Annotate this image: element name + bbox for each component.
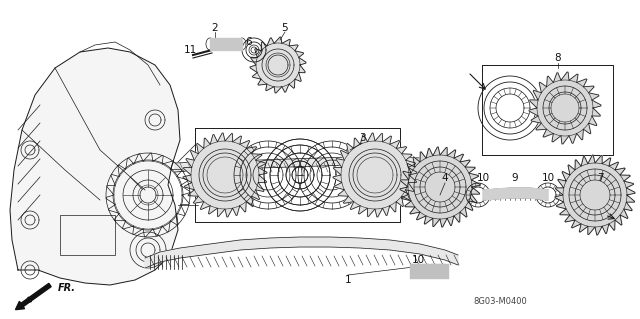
Text: 8G03-M0400: 8G03-M0400 bbox=[473, 298, 527, 307]
Text: 7: 7 bbox=[596, 173, 604, 183]
Polygon shape bbox=[400, 147, 480, 227]
Text: 9: 9 bbox=[512, 173, 518, 183]
Polygon shape bbox=[483, 188, 548, 200]
Polygon shape bbox=[333, 133, 417, 217]
Polygon shape bbox=[10, 48, 180, 285]
Text: 3: 3 bbox=[358, 133, 365, 143]
Polygon shape bbox=[183, 133, 267, 217]
Polygon shape bbox=[250, 37, 306, 93]
Text: 1: 1 bbox=[345, 275, 351, 285]
Polygon shape bbox=[175, 156, 420, 172]
Polygon shape bbox=[529, 72, 601, 144]
Text: 10: 10 bbox=[476, 173, 490, 183]
Polygon shape bbox=[555, 155, 635, 235]
Text: FR.: FR. bbox=[58, 283, 76, 293]
Text: 4: 4 bbox=[442, 173, 448, 183]
Polygon shape bbox=[145, 237, 458, 268]
Text: 10: 10 bbox=[541, 173, 555, 183]
Polygon shape bbox=[210, 38, 242, 50]
Text: 8: 8 bbox=[555, 53, 561, 63]
Bar bbox=[60, 215, 115, 255]
Text: 11: 11 bbox=[184, 45, 196, 55]
Text: 2: 2 bbox=[212, 23, 218, 33]
Polygon shape bbox=[410, 264, 448, 278]
Text: 10: 10 bbox=[412, 255, 424, 265]
Text: 5: 5 bbox=[282, 23, 288, 33]
FancyArrow shape bbox=[15, 283, 51, 310]
Text: 6: 6 bbox=[246, 37, 252, 47]
